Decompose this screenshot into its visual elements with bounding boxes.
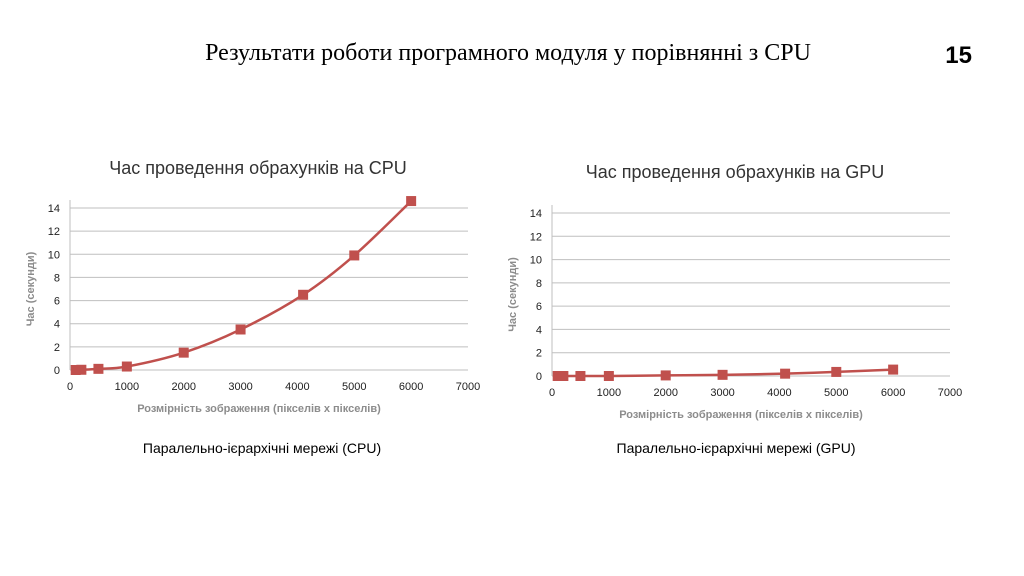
data-point-marker (888, 364, 899, 375)
y-tick-label: 6 (536, 301, 542, 313)
data-point-marker (552, 371, 563, 381)
x-tick-label: 4000 (285, 381, 309, 393)
slide-title: Результати роботи програмного модуля у п… (205, 40, 811, 66)
x-axis-label: Розмірність зображення (пікселів х піксе… (137, 403, 381, 415)
y-axis-label: Час (секунди) (25, 251, 37, 326)
x-tick-label: 3000 (710, 387, 734, 399)
data-point-marker (717, 369, 728, 380)
x-tick-label: 6000 (881, 387, 905, 399)
data-point-marker (121, 361, 132, 372)
y-tick-label: 2 (54, 342, 60, 354)
x-tick-label: 2000 (653, 387, 677, 399)
cpu-chart: Час проведення обрахунків на CPU 0 2 4 6 8 10 1… (25, 158, 480, 415)
y-tick-label: 12 (530, 231, 542, 243)
data-point-marker (298, 289, 309, 300)
x-tick-label: 7000 (938, 387, 962, 399)
y-tick-label: 14 (48, 203, 60, 215)
data-point-marker (558, 371, 569, 381)
data-point-marker (603, 371, 614, 381)
chart-title: Час проведення обрахунків на GPU (586, 162, 885, 182)
y-axis-label: Час (секунди) (507, 257, 519, 332)
series-line (75, 200, 413, 372)
data-point-marker (178, 347, 189, 358)
y-tick-label: 4 (54, 319, 60, 331)
x-tick-label: 2000 (171, 381, 195, 393)
x-axis-label: Розмірність зображення (пікселів х піксе… (619, 409, 863, 421)
x-tick-label: 4000 (767, 387, 791, 399)
data-point-marker (575, 371, 586, 381)
x-tick-label: 6000 (399, 381, 423, 393)
gpu-caption: Паралельно-ієрархічні мережі (GPU) (616, 440, 856, 456)
x-tick-label: 5000 (342, 381, 366, 393)
y-tick-label: 8 (54, 272, 60, 284)
x-tick-label: 3000 (228, 381, 252, 393)
data-point-marker (406, 196, 417, 207)
slide-number: 15 (945, 42, 972, 69)
y-tick-label: 12 (48, 226, 60, 238)
data-point-marker (349, 250, 360, 261)
y-tick-label: 2 (536, 348, 542, 360)
data-point-marker (76, 364, 87, 375)
x-tick-label: 5000 (824, 387, 848, 399)
y-tick-label: 10 (48, 249, 60, 261)
y-tick-label: 0 (536, 371, 542, 383)
x-tick-label: 1000 (115, 381, 139, 393)
y-tick-label: 4 (536, 324, 542, 336)
x-tick-label: 1000 (597, 387, 621, 399)
cpu-caption: Паралельно-ієрархічні мережі (CPU) (142, 440, 382, 456)
data-point-marker (780, 368, 791, 379)
x-tick-label: 0 (67, 381, 73, 393)
y-tick-label: 8 (536, 278, 542, 290)
data-point-marker (660, 370, 671, 381)
chart-title: Час проведення обрахунків на CPU (109, 158, 407, 178)
y-tick-label: 14 (530, 208, 542, 220)
y-tick-label: 0 (54, 365, 60, 377)
x-tick-label: 0 (549, 387, 555, 399)
y-tick-label: 6 (54, 296, 60, 308)
data-point-marker (70, 365, 81, 375)
data-point-marker (93, 363, 104, 374)
x-tick-label: 7000 (456, 381, 480, 393)
y-tick-label: 10 (530, 255, 542, 267)
gpu-chart: Час проведення обрахунків на GPU 0 2 4 6 8 10 1… (507, 162, 962, 421)
data-point-marker (831, 366, 842, 377)
data-point-marker (235, 324, 246, 335)
